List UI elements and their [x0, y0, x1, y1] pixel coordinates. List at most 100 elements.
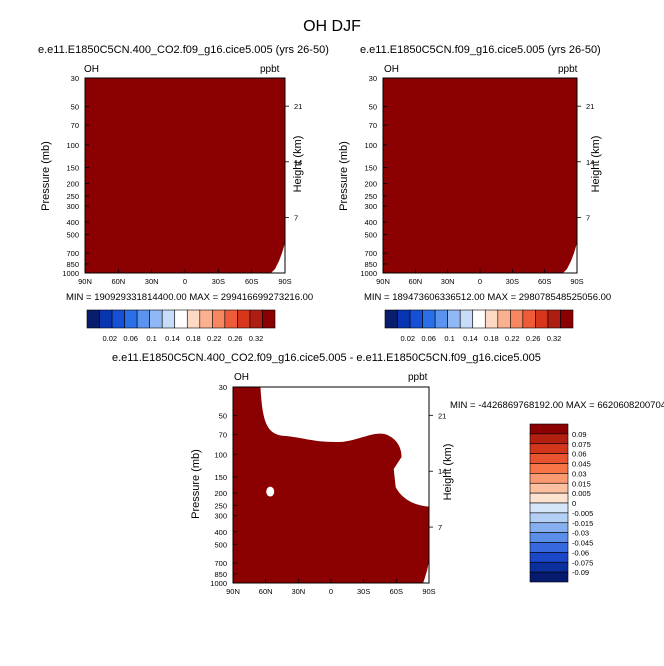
colorbar3-label: 0 — [572, 499, 576, 508]
panel2-xtick-label: 90S — [570, 277, 583, 286]
panel2-y2tick-label: 14 — [586, 158, 594, 167]
colorbar2-swatch — [459, 309, 474, 329]
figure-title: OH DJF — [303, 18, 361, 35]
colorbar2-swatch — [547, 309, 561, 329]
panel2-ytick-label: 400 — [364, 218, 377, 227]
panel1-ytick-label: 400 — [66, 218, 79, 227]
panel2-y2tick-label: 21 — [586, 102, 594, 111]
panel1-y2tick-label: 14 — [294, 158, 302, 167]
panel1-field — [85, 78, 285, 273]
panel1-title: e.e11.E1850C5CN.400_CO2.f09_g16.cice5.00… — [38, 44, 329, 56]
colorbar2-swatch — [535, 309, 549, 329]
colorbar3-label: -0.075 — [572, 558, 593, 567]
panel3-y2tick-label: 21 — [438, 411, 446, 420]
colorbar3-label: -0.06 — [572, 548, 589, 557]
colorbar1-label: 0.32 — [249, 334, 264, 343]
panel3-ytick-label: 700 — [214, 559, 227, 568]
colorbar2-swatch — [447, 309, 461, 329]
panel1-xtick-label: 90S — [278, 277, 291, 286]
panel3-ytick-label: 850 — [214, 570, 227, 579]
colorbar1-swatch — [212, 309, 226, 329]
colorbar3-swatch — [529, 482, 569, 494]
panel2-ytick-label: 500 — [364, 230, 377, 239]
panel2-field — [383, 78, 577, 273]
panel3-ytick-label: 1000 — [210, 579, 227, 588]
panel3-y2tick-label: 7 — [438, 523, 442, 532]
panel1-xtick-label: 0 — [183, 277, 187, 286]
panel2-xtick-label: 30N — [441, 277, 455, 286]
panel1-ytick-label: 250 — [66, 192, 79, 201]
colorbar1-label: 0.06 — [123, 334, 138, 343]
colorbar3-label: -0.03 — [572, 529, 589, 538]
panel3-ytick-label: 30 — [219, 383, 227, 392]
colorbar3-swatch — [529, 512, 569, 524]
panel3-xtick-label: 30S — [357, 587, 370, 596]
panel1-xtick-label: 30S — [212, 277, 225, 286]
panel2-var-label: OH — [384, 64, 399, 75]
panel1-stats: MIN = 190929331814400.00 MAX = 299416699… — [66, 292, 314, 303]
colorbar1-swatch — [224, 309, 238, 329]
panel2-xtick-label: 0 — [478, 277, 482, 286]
colorbar3-label: 0.015 — [572, 479, 591, 488]
panel1-xtick-label: 60S — [245, 277, 258, 286]
panel2-ytick-label: 70 — [369, 121, 377, 130]
panel3-xtick-label: 60N — [259, 587, 273, 596]
colorbar2-label: 0.18 — [484, 334, 499, 343]
panel3-xtick-label: 30N — [291, 587, 305, 596]
colorbar2-swatch — [560, 309, 574, 329]
panel3-field — [233, 387, 429, 583]
panel2-ytick-label: 250 — [364, 192, 377, 201]
panel2-unit-label: ppbt — [558, 64, 578, 75]
colorbar3-swatch — [529, 492, 569, 504]
colorbar3-swatch — [529, 433, 569, 445]
panel3-ytick-label: 50 — [219, 412, 227, 421]
colorbar2-label: 0.14 — [463, 334, 478, 343]
panel1-unit-label: ppbt — [260, 64, 280, 75]
panel2-xtick-label: 90N — [376, 277, 390, 286]
colorbar1-swatch — [199, 309, 213, 329]
panel1-ytick-label: 50 — [71, 102, 79, 111]
colorbar1-swatch — [111, 309, 125, 329]
panel2-ytick-label: 200 — [364, 179, 377, 188]
colorbar1-swatch — [237, 309, 251, 329]
colorbar2-swatch — [484, 309, 499, 329]
panel2-xtick-label: 60S — [538, 277, 551, 286]
panel2-stats: MIN = 189473606336512.00 MAX = 298078548… — [364, 292, 612, 303]
panel3-var-label: OH — [234, 372, 249, 383]
panel3-hole — [266, 486, 275, 497]
panel1-ytick-label: 200 — [66, 179, 79, 188]
panel1-ytick-label: 70 — [71, 121, 79, 130]
colorbar1-swatch — [262, 309, 276, 329]
panel3-ytick-label: 200 — [214, 489, 227, 498]
colorbar3-swatch — [529, 552, 569, 563]
colorbar1-swatch — [124, 309, 138, 329]
colorbar1-label: 0.1 — [146, 334, 156, 343]
panel2-ytick-label: 150 — [364, 164, 377, 173]
colorbar3-label: 0.005 — [572, 489, 591, 498]
panel2-xtick-label: 60N — [408, 277, 422, 286]
panel1-ytick-label: 700 — [66, 249, 79, 258]
colorbar3-swatch — [529, 522, 569, 533]
colorbar1-swatch — [174, 309, 188, 329]
colorbar2-label: 0.06 — [421, 334, 436, 343]
colorbar2-swatch — [409, 309, 423, 329]
panel3-title: e.e11.E1850C5CN.400_CO2.f09_g16.cice5.00… — [112, 352, 541, 364]
colorbar2-swatch — [434, 309, 448, 329]
colorbar2-label: 0.02 — [400, 334, 415, 343]
panel2-xtick-label: 30S — [506, 277, 519, 286]
colorbar1-swatch — [99, 309, 113, 329]
colorbar3-label: 0.09 — [572, 430, 587, 439]
colorbar3-swatch — [529, 473, 569, 484]
colorbar3-label: 0.03 — [572, 469, 587, 478]
panel1-y2tick-label: 7 — [294, 213, 298, 222]
panel3-xtick-label: 90S — [422, 587, 435, 596]
colorbar1-swatch — [186, 309, 201, 329]
colorbar3-label: 0.075 — [572, 440, 591, 449]
panel2-y2tick-label: 7 — [586, 213, 590, 222]
colorbar1-swatch — [136, 309, 150, 329]
colorbar1-label: 0.14 — [165, 334, 180, 343]
colorbar2-swatch — [497, 309, 511, 329]
panel1-var-label: OH — [84, 64, 99, 75]
panel2-ytick-label: 50 — [369, 102, 377, 111]
panel3-xtick-label: 90N — [226, 587, 240, 596]
